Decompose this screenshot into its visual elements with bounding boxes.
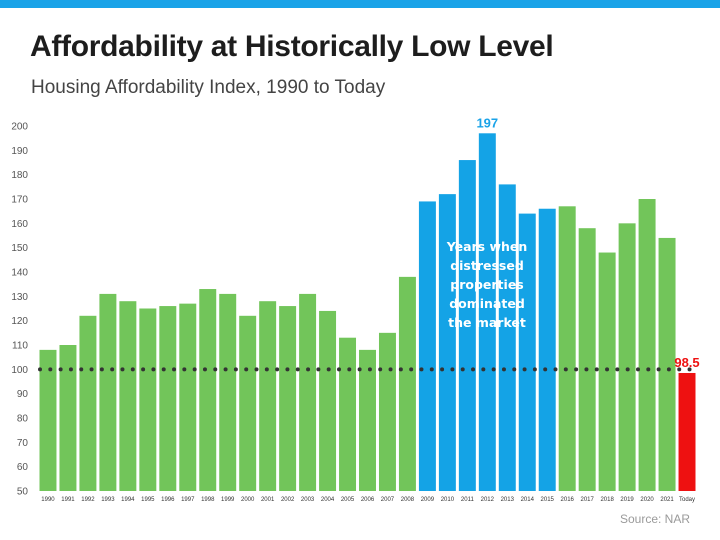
bar-2007 [378, 332, 396, 491]
bar-1994 [119, 301, 137, 491]
bar-2002 [279, 306, 297, 491]
bar-2003 [299, 293, 317, 491]
x-tick-label: 1995 [141, 497, 155, 503]
x-tick-label: 2021 [660, 497, 674, 503]
x-axis: 1990 1991 1992 1993 1994 1995 1996 1997 1998 1999… [41, 497, 695, 503]
bars [39, 133, 696, 492]
x-tick-label: 2003 [301, 497, 315, 503]
bar-2020 [638, 199, 656, 491]
bar-2013 [498, 184, 516, 491]
bar-2015 [538, 208, 556, 491]
x-tick-label: 1991 [61, 497, 75, 503]
bar-1992 [79, 315, 97, 491]
data-label-peak: 197 [476, 115, 498, 130]
distressed-annotation: Years when distressed properties dominat… [446, 239, 528, 330]
x-tick-label: 2002 [281, 497, 295, 503]
bar-2012 [478, 133, 496, 492]
x-tick-label: 2009 [421, 497, 435, 503]
x-tick-label: 2001 [261, 497, 275, 503]
x-tick-label: 2012 [481, 497, 495, 503]
x-tick-label: 1999 [221, 497, 235, 503]
x-tick-label: 2006 [361, 497, 375, 503]
x-tick-label: 1996 [161, 497, 175, 503]
y-axis: 50 60 70 80 90 100 110 120 130 140 150 160 170 180 190… [11, 122, 28, 498]
bar-1991 [59, 345, 77, 491]
y-tick-label: 120 [11, 316, 28, 327]
y-tick-label: 80 [17, 414, 29, 425]
bar-2000 [239, 315, 257, 491]
x-tick-label: 1998 [201, 497, 215, 503]
data-label-today: 98.5 [674, 355, 699, 370]
page-subtitle: Housing Affordability Index, 1990 to Tod… [31, 77, 386, 98]
x-tick-label: 1994 [121, 497, 135, 503]
bar-2019 [618, 223, 636, 492]
x-tick-label: 1997 [181, 497, 195, 503]
bar-2011 [458, 160, 476, 492]
x-tick-label: Today [679, 497, 695, 503]
x-tick-label: 2000 [241, 497, 255, 503]
bar-today [678, 372, 696, 491]
y-tick-label: 50 [17, 487, 29, 498]
x-tick-label: 2018 [600, 497, 614, 503]
y-tick-label: 60 [17, 462, 29, 473]
bar-1999 [219, 293, 237, 491]
y-tick-label: 130 [11, 292, 28, 303]
bar-2009 [418, 201, 436, 491]
y-tick-label: 170 [11, 195, 28, 206]
x-tick-label: 2015 [541, 497, 555, 503]
y-tick-label: 150 [11, 243, 28, 254]
x-tick-label: 2016 [561, 497, 575, 503]
page-title: Affordability at Historically Low Level [30, 30, 554, 63]
y-tick-label: 90 [17, 389, 29, 400]
bar-1990 [39, 349, 57, 491]
bar-2010 [438, 194, 456, 491]
x-tick-label: 2019 [620, 497, 634, 503]
x-tick-label: 2010 [441, 497, 455, 503]
bar-2014 [518, 213, 536, 491]
top-accent-bar [0, 0, 720, 8]
bar-2016 [558, 206, 576, 492]
bar-2008 [398, 276, 416, 491]
x-tick-label: 2017 [580, 497, 594, 503]
y-tick-label: 70 [17, 438, 29, 449]
y-tick-label: 110 [12, 341, 28, 352]
y-tick-label: 140 [11, 268, 28, 279]
bar-2021 [658, 237, 676, 491]
y-tick-label: 100 [11, 365, 28, 376]
x-tick-label: 2004 [321, 497, 335, 503]
y-tick-label: 160 [11, 219, 28, 230]
data-labels: 197 98.5 [476, 115, 699, 370]
x-tick-label: 1993 [101, 497, 115, 503]
x-tick-label: 2013 [501, 497, 515, 503]
bar-2017 [578, 228, 596, 491]
bar-2018 [598, 252, 616, 491]
y-tick-label: 200 [11, 122, 28, 133]
x-tick-label: 2005 [341, 497, 355, 503]
x-tick-label: 2007 [381, 497, 395, 503]
x-tick-label: 2020 [640, 497, 654, 503]
bar-2001 [259, 301, 277, 491]
bar-1998 [199, 289, 217, 491]
x-tick-label: 2008 [401, 497, 415, 503]
x-tick-label: 1990 [41, 497, 55, 503]
source-note: Source: NAR [619, 512, 690, 526]
bar-1995 [139, 308, 157, 491]
bar-1996 [159, 306, 177, 491]
x-tick-label: 2011 [461, 497, 475, 503]
bar-1993 [99, 293, 117, 491]
x-tick-label: 2014 [521, 497, 535, 503]
bar-1997 [179, 303, 197, 491]
y-tick-label: 180 [11, 170, 28, 181]
bar-2005 [339, 337, 357, 491]
x-tick-label: 1992 [81, 497, 95, 503]
bar-2006 [359, 349, 376, 491]
bar-2004 [319, 310, 337, 491]
y-tick-label: 190 [11, 146, 28, 157]
